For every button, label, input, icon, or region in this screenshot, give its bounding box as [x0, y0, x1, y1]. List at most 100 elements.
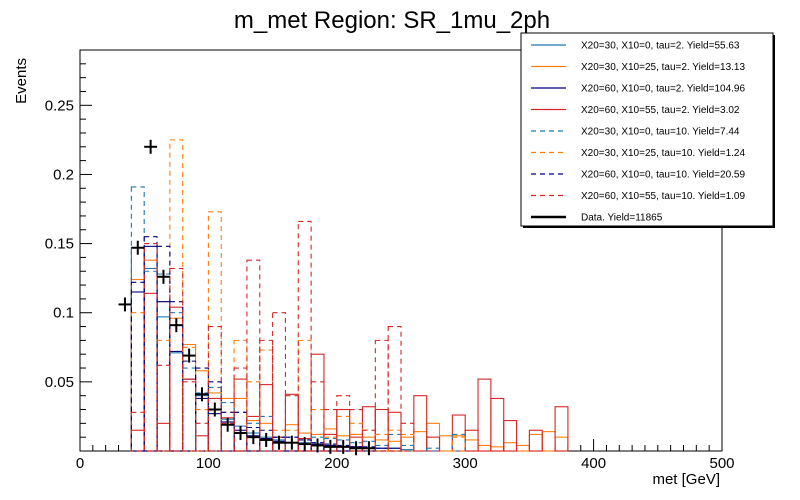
histogram-bin: [182, 378, 197, 452]
histogram-bin: [143, 243, 158, 452]
histogram-bin: [400, 422, 415, 452]
histogram-bin: [169, 267, 184, 452]
histogram-bin: [528, 429, 543, 452]
histogram-bin: [451, 436, 466, 452]
legend-label: X20=60, X10=55, tau=10. Yield=1.09: [581, 191, 745, 202]
histogram-bin: [541, 431, 556, 452]
histogram-bin: [143, 270, 158, 452]
histogram-bin: [156, 316, 171, 452]
y-tick-label: 0.25: [45, 97, 74, 114]
histogram-bin: [310, 353, 325, 452]
histogram-bin: [503, 420, 518, 452]
histogram-bin: [169, 317, 184, 452]
histogram-bin: [130, 281, 145, 452]
histogram-bin: [130, 186, 145, 452]
histogram-bin: [426, 436, 441, 452]
histogram-bin: [143, 245, 158, 452]
histogram-bin: [169, 352, 184, 452]
histogram-bin: [554, 436, 569, 452]
histogram-bin: [169, 350, 184, 452]
legend-label: X20=60, X10=0, tau=2. Yield=104.96: [581, 84, 745, 95]
legend-label: X20=30, X10=0, tau=10. Yield=7.44: [581, 127, 740, 138]
histogram-bin: [195, 397, 209, 452]
histogram-bin: [554, 406, 569, 452]
legend-label: X20=60, X10=0, tau=10. Yield=20.59: [581, 170, 745, 181]
histogram-bin: [297, 339, 312, 452]
histogram-bin: [207, 326, 222, 452]
histogram-bin: [156, 422, 171, 452]
histogram-bin: [143, 259, 158, 452]
series-2: [130, 245, 402, 452]
histogram-bin: [246, 259, 261, 452]
histogram-bin: [130, 247, 145, 452]
histogram-bin: [503, 442, 518, 452]
histogram-bin: [169, 312, 184, 452]
histogram-bin: [130, 278, 145, 452]
histogram-bin: [400, 433, 415, 452]
histogram-bin: [143, 267, 158, 452]
plot-area: 0 100 200 300 400 500 0.05 0.1 0.15 0.2 0.25: [45, 49, 735, 472]
histogram-bin: [438, 435, 453, 452]
histogram-bin: [400, 444, 415, 452]
histogram-bin: [233, 378, 248, 452]
histogram-bin: [516, 444, 530, 452]
histogram-bin: [426, 447, 441, 452]
histogram-bin: [528, 433, 543, 452]
histogram-bin: [130, 429, 145, 452]
histogram-bin: [207, 413, 222, 452]
histogram-bin: [182, 381, 197, 452]
legend-label: X20=30, X10=0, tau=2. Yield=55.63: [581, 41, 740, 52]
legend-label: X20=30, X10=25, tau=10. Yield=1.24: [581, 148, 745, 159]
histogram-bin: [195, 422, 209, 452]
y-tick-label: 0.1: [53, 305, 74, 322]
y-tick-label: 0.2: [53, 166, 74, 183]
histogram-bin: [490, 397, 505, 452]
histogram-bin: [182, 360, 197, 452]
series-7: [130, 220, 415, 452]
histogram-bin: [156, 364, 171, 452]
histogram-bin: [195, 435, 209, 452]
histogram-bin: [400, 436, 415, 452]
x-tick-label: 500: [709, 455, 734, 472]
histogram-bin: [259, 339, 274, 452]
histogram-bin: [156, 301, 171, 452]
histogram-bin: [130, 291, 145, 452]
x-tick-label: 200: [324, 455, 349, 472]
x-tick-label: 300: [453, 455, 478, 472]
legend: X20=30, X10=0, tau=2. Yield=55.63 X20=30,…: [520, 32, 775, 228]
histogram-bin: [182, 346, 197, 452]
legend-label: X20=60, X10=55, tau=2. Yield=3.02: [581, 105, 740, 116]
histogram-bin: [413, 395, 428, 452]
histogram-bin: [220, 422, 235, 452]
legend-label: X20=30, X10=25, tau=2. Yield=13.13: [581, 62, 745, 73]
histogram-bin: [246, 381, 261, 452]
histogram-bin: [143, 292, 158, 452]
histogram-bin: [207, 386, 222, 452]
histogram-bin: [207, 392, 222, 452]
histogram-bin: [195, 392, 209, 452]
legend-box: [520, 32, 774, 227]
histogram-bin: [374, 408, 389, 452]
histogram-bin: [477, 444, 492, 452]
histogram-bin: [182, 367, 197, 452]
x-tick-label: 100: [196, 455, 221, 472]
histogram-bin: [464, 439, 479, 452]
histogram-bin: [182, 378, 197, 452]
histogram-bin: [130, 411, 145, 452]
histogram-bin: [451, 435, 466, 452]
histogram-bin: [156, 301, 171, 452]
histogram-bin: [387, 411, 402, 452]
histogram-bin: [387, 429, 402, 452]
histogram-bin: [195, 370, 209, 452]
histogram-bin: [156, 339, 171, 452]
histogram-bin: [297, 220, 312, 452]
histogram-bin: [272, 312, 286, 452]
histogram-bin: [156, 273, 171, 452]
y-tick-label: 0.05: [45, 374, 74, 391]
histogram-bin: [451, 414, 466, 452]
histogram-bin: [143, 243, 158, 452]
y-tick-label: 0.15: [45, 236, 74, 253]
x-tick-label: 400: [581, 455, 606, 472]
chart-title: m_met Region: SR_1mu_2ph: [234, 7, 550, 34]
